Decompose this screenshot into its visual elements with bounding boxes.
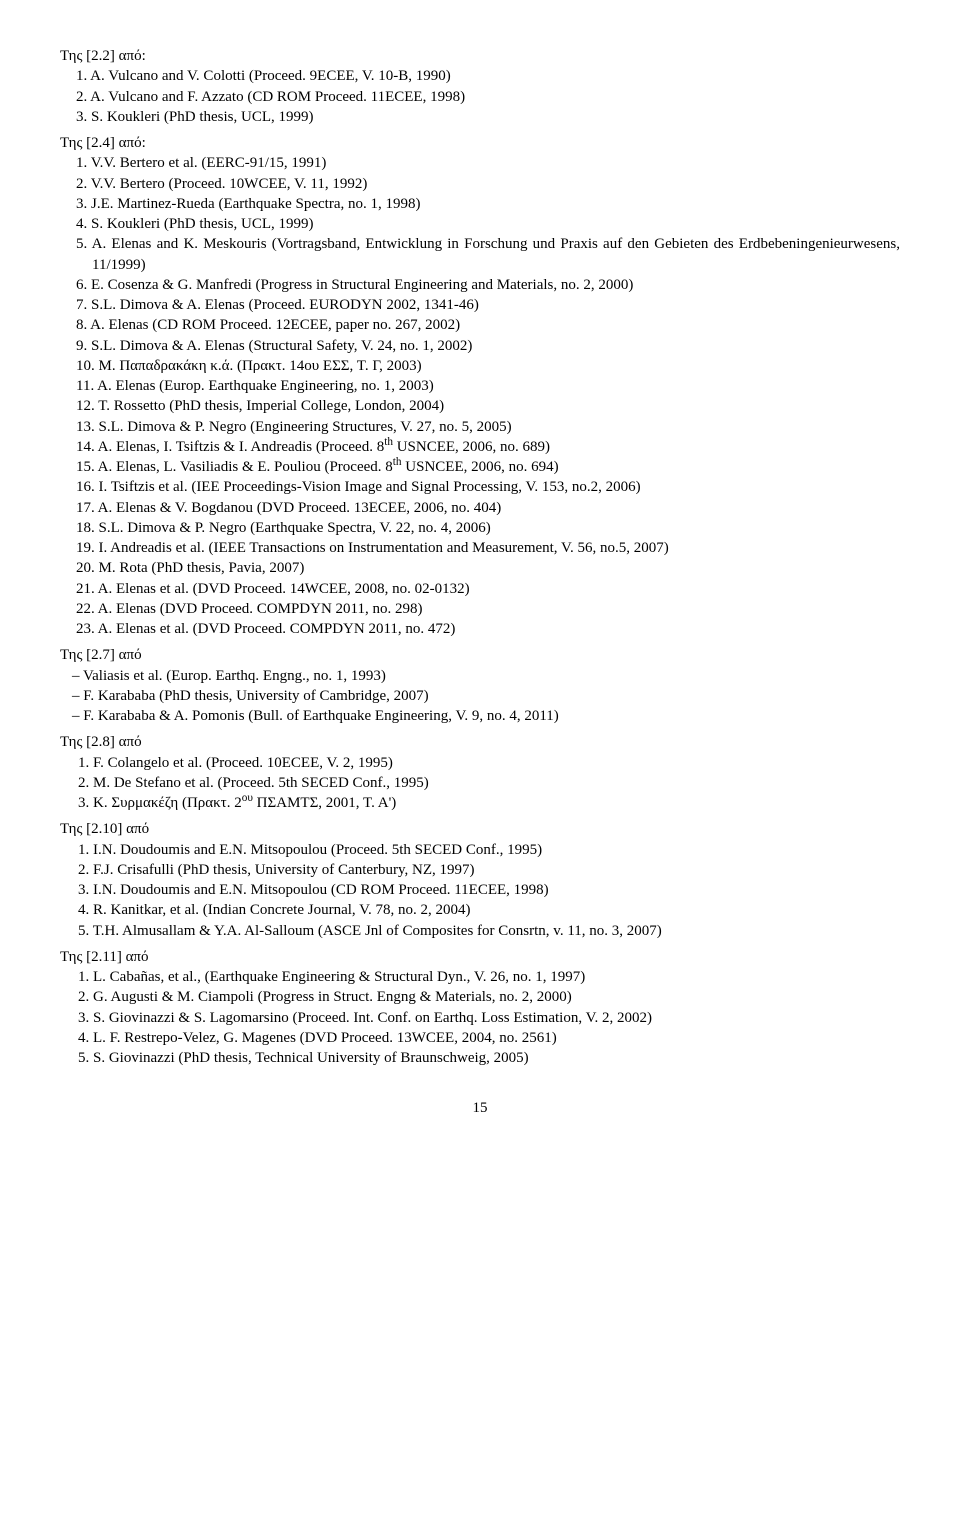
list-item: 13. S.L. Dimova & P. Negro (Engineering …: [60, 417, 900, 437]
list-item: 1. L. Cabañas, et al., (Earthquake Engin…: [60, 967, 900, 987]
list-item: 9. S.L. Dimova & A. Elenas (Structural S…: [60, 336, 900, 356]
section-heading-24: Της [2.4] από:: [60, 133, 900, 153]
list-item: 19. I. Andreadis et al. (IEEE Transactio…: [60, 538, 900, 558]
list-item: 21. A. Elenas et al. (DVD Proceed. 14WCE…: [60, 579, 900, 599]
list-item: 3. J.E. Martinez-Rueda (Earthquake Spect…: [60, 194, 900, 214]
section-heading-210: Της [2.10] από: [60, 819, 900, 839]
list-item: 3. S. Giovinazzi & S. Lagomarsino (Proce…: [60, 1008, 900, 1028]
list-item: 18. S.L. Dimova & P. Negro (Earthquake S…: [60, 518, 900, 538]
list-item: 1. I.N. Doudoumis and E.N. Mitsopoulou (…: [60, 840, 900, 860]
list-item: 12. T. Rossetto (PhD thesis, Imperial Co…: [60, 396, 900, 416]
list-item: 17. A. Elenas & V. Bogdanou (DVD Proceed…: [60, 498, 900, 518]
list-item: 2. G. Augusti & M. Ciampoli (Progress in…: [60, 987, 900, 1007]
list-item: 2. F.J. Crisafulli (PhD thesis, Universi…: [60, 860, 900, 880]
list-item: 11. A. Elenas (Europ. Earthquake Enginee…: [60, 376, 900, 396]
list-item: 2. A. Vulcano and F. Azzato (CD ROM Proc…: [60, 87, 900, 107]
section-heading-22: Της [2.2] από:: [60, 46, 900, 66]
section-heading-27: Της [2.7] από: [60, 645, 900, 665]
section-heading-211: Της [2.11] από: [60, 947, 900, 967]
list-item: 5. S. Giovinazzi (PhD thesis, Technical …: [60, 1048, 900, 1068]
list-item: – F. Karababa (PhD thesis, University of…: [60, 686, 900, 706]
list-item: 23. A. Elenas et al. (DVD Proceed. COMPD…: [60, 619, 900, 639]
section-heading-28: Της [2.8] από: [60, 732, 900, 752]
page-number: 15: [60, 1098, 900, 1118]
list-item: 14. A. Elenas, I. Tsiftzis & I. Andreadi…: [60, 437, 900, 457]
list-item: 15. A. Elenas, L. Vasiliadis & E. Poulio…: [60, 457, 900, 477]
list-item: 1. A. Vulcano and V. Colotti (Proceed. 9…: [60, 66, 900, 86]
list-item: 22. A. Elenas (DVD Proceed. COMPDYN 2011…: [60, 599, 900, 619]
list-item: 7. S.L. Dimova & A. Elenas (Proceed. EUR…: [60, 295, 900, 315]
list-item: 5. T.H. Almusallam & Y.A. Al-Salloum (AS…: [60, 921, 900, 941]
list-item: 6. E. Cosenza & G. Manfredi (Progress in…: [60, 275, 900, 295]
list-item: 5. A. Elenas and K. Meskouris (Vortragsb…: [60, 234, 900, 275]
list-item: 8. A. Elenas (CD ROM Proceed. 12ECEE, pa…: [60, 315, 900, 335]
list-item: 16. I. Tsiftzis et al. (IEE Proceedings-…: [60, 477, 900, 497]
list-item: 2. V.V. Bertero (Proceed. 10WCEE, V. 11,…: [60, 174, 900, 194]
list-item: 2. M. De Stefano et al. (Proceed. 5th SE…: [60, 773, 900, 793]
list-item: 3. S. Koukleri (PhD thesis, UCL, 1999): [60, 107, 900, 127]
list-item: 4. R. Kanitkar, et al. (Indian Concrete …: [60, 900, 900, 920]
list-item: 10. Μ. Παπαδρακάκη κ.ά. (Πρακτ. 14ου ΕΣΣ…: [60, 356, 900, 376]
list-item: 4. S. Koukleri (PhD thesis, UCL, 1999): [60, 214, 900, 234]
list-item: – F. Karababa & A. Pomonis (Bull. of Ear…: [60, 706, 900, 726]
list-item: 1. V.V. Bertero et al. (EERC-91/15, 1991…: [60, 153, 900, 173]
list-item: 1. F. Colangelo et al. (Proceed. 10ECEE,…: [60, 753, 900, 773]
list-item: – Valiasis et al. (Europ. Earthq. Engng.…: [60, 666, 900, 686]
list-item: 3. Κ. Συρμακέζη (Πρακτ. 2ου ΠΣΑΜΤΣ, 2001…: [60, 793, 900, 813]
list-item: 20. M. Rota (PhD thesis, Pavia, 2007): [60, 558, 900, 578]
list-item: 4. L. F. Restrepo-Velez, G. Magenes (DVD…: [60, 1028, 900, 1048]
list-item: 3. I.N. Doudoumis and E.N. Mitsopoulou (…: [60, 880, 900, 900]
